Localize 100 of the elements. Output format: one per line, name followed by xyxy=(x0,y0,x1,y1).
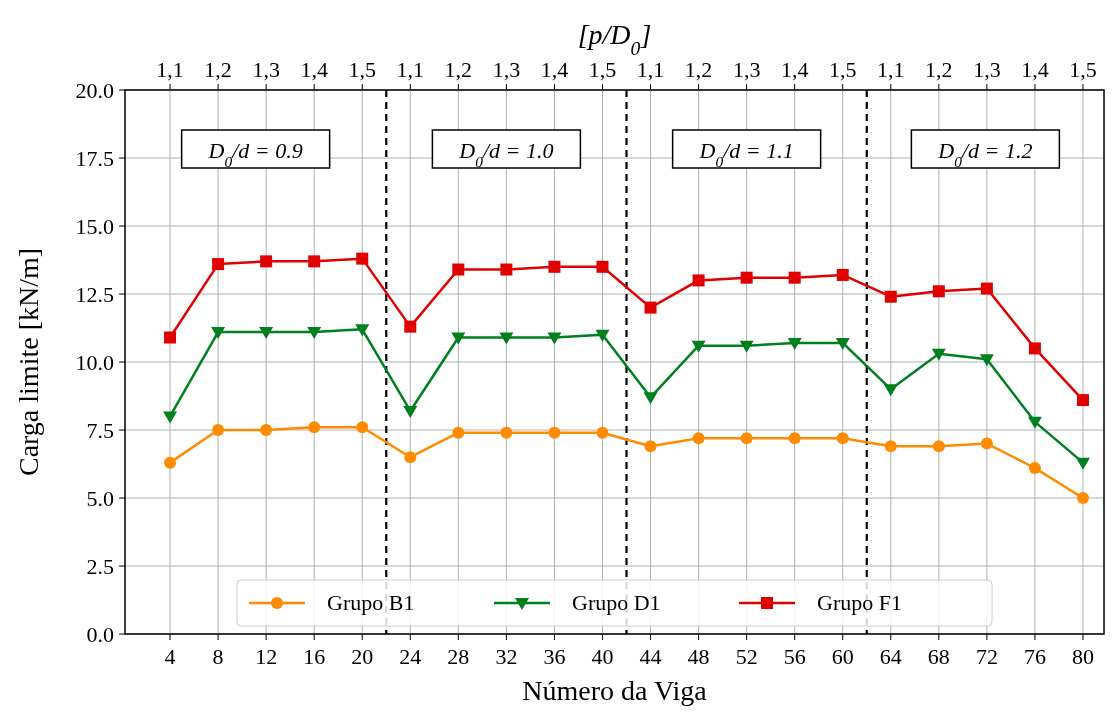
annotation: 1,1 xyxy=(877,57,905,82)
point xyxy=(788,271,801,284)
annotation: D$_{0}$/d = 1.2 xyxy=(937,138,1033,170)
x2-axis-title: [p/D$_{0}$] xyxy=(577,19,652,59)
point xyxy=(884,290,897,303)
point xyxy=(740,432,753,445)
point xyxy=(1028,342,1041,355)
x-tick-label: 48 xyxy=(687,644,710,669)
annotation: 1,2 xyxy=(204,57,232,82)
annotation: 1,3 xyxy=(973,57,1001,82)
point xyxy=(644,440,657,453)
point xyxy=(932,285,945,298)
point xyxy=(163,411,178,424)
annotation: D$_{0}$/d = 1.1 xyxy=(698,138,794,170)
y-tick-label: 12.5 xyxy=(75,282,114,307)
annotation: 1,5 xyxy=(1069,57,1097,82)
point xyxy=(308,421,321,434)
x-tick-label: 16 xyxy=(303,644,326,669)
legend-label: Grupo F1 xyxy=(817,590,902,615)
point xyxy=(692,432,705,445)
point xyxy=(356,252,369,265)
point xyxy=(980,437,993,450)
point xyxy=(404,451,417,464)
point xyxy=(979,354,994,367)
point xyxy=(451,332,466,345)
point xyxy=(500,263,513,276)
point xyxy=(212,424,225,436)
point xyxy=(308,255,321,268)
annotation: 1,5 xyxy=(828,57,857,82)
annotation: D$_{0}$/d = 0.9 xyxy=(207,138,303,170)
point xyxy=(403,405,418,418)
x-tick-label: 8 xyxy=(212,644,224,669)
annotation: 1,4 xyxy=(780,57,809,82)
point xyxy=(595,329,610,342)
x-tick-label: 72 xyxy=(975,644,998,669)
x-tick-label: 36 xyxy=(543,644,566,669)
y-tick-label: 10.0 xyxy=(75,350,114,375)
annotation: 1,4 xyxy=(300,57,328,82)
point xyxy=(260,255,273,268)
y-tick-label: 20.0 xyxy=(75,78,114,103)
point xyxy=(164,456,177,469)
annotation: 1,3 xyxy=(732,57,761,82)
x-tick-label: 4 xyxy=(164,644,176,669)
point xyxy=(307,327,322,340)
annotation: 1,2 xyxy=(684,57,713,82)
point xyxy=(259,327,274,340)
point xyxy=(500,426,513,439)
point xyxy=(739,340,754,353)
annotation: 1,2 xyxy=(925,57,953,82)
x-tick-label: 24 xyxy=(399,644,422,669)
x-tick-label: 12 xyxy=(255,644,278,669)
annotation: 1,5 xyxy=(348,57,376,82)
point xyxy=(884,440,897,453)
x-tick-label: 32 xyxy=(495,644,518,669)
point xyxy=(740,271,753,284)
point xyxy=(836,268,849,281)
point xyxy=(691,340,706,353)
point xyxy=(596,426,609,439)
y-tick-label: 2.5 xyxy=(86,554,114,579)
point xyxy=(692,274,705,287)
x-tick-label: 52 xyxy=(735,644,758,669)
point xyxy=(548,260,561,273)
point xyxy=(931,348,946,361)
point xyxy=(1028,462,1041,475)
point xyxy=(164,331,177,344)
x-tick-label: 76 xyxy=(1023,644,1046,669)
point xyxy=(883,384,898,397)
x-tick-label: 40 xyxy=(591,644,614,669)
x-tick-label: 64 xyxy=(879,644,902,669)
y-tick-label: 0.0 xyxy=(86,622,114,647)
annotation: 1,5 xyxy=(588,57,617,82)
y-tick-label: 7.5 xyxy=(86,418,114,443)
point xyxy=(980,282,993,295)
point xyxy=(596,260,609,273)
point xyxy=(643,392,658,405)
point xyxy=(355,324,370,337)
annotation: 1,3 xyxy=(252,57,280,82)
point xyxy=(836,432,849,445)
annotation: 1,4 xyxy=(540,57,569,82)
point xyxy=(211,327,226,340)
annotation: 1,1 xyxy=(396,57,425,82)
legend-label: Grupo B1 xyxy=(327,590,415,615)
point xyxy=(356,421,369,434)
y-tick-label: 5.0 xyxy=(86,486,114,511)
annotation: 1,2 xyxy=(444,57,473,82)
point xyxy=(1027,416,1042,429)
y-tick-label: 17.5 xyxy=(75,146,114,171)
point xyxy=(1075,457,1090,470)
x-tick-label: 44 xyxy=(639,644,662,669)
point xyxy=(547,332,562,345)
x-tick-label: 68 xyxy=(927,644,950,669)
point xyxy=(835,337,850,350)
point xyxy=(260,424,273,436)
y-tick-label: 15.0 xyxy=(75,214,114,239)
annotation: 1,1 xyxy=(636,57,665,82)
annotation: 1,3 xyxy=(492,57,521,82)
x-axis-title: Número da Viga xyxy=(522,675,708,706)
point xyxy=(787,337,802,350)
annotation: 1,4 xyxy=(1021,57,1049,82)
point xyxy=(499,332,514,345)
